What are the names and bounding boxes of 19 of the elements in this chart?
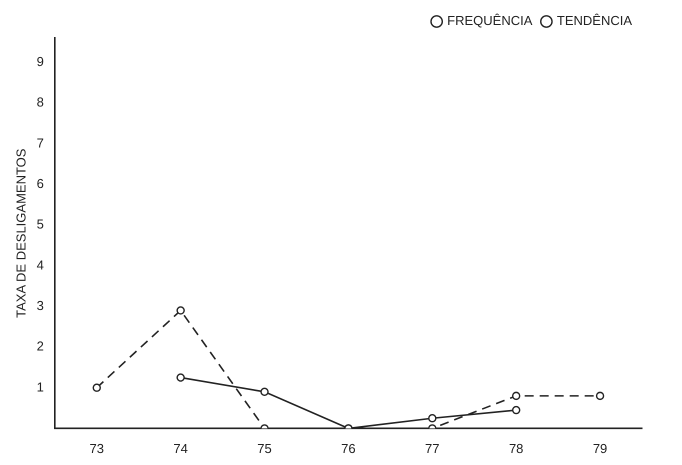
x-tick-label: 76 [341, 440, 356, 456]
x-tick-label: 78 [508, 440, 524, 456]
y-tick-label: 2 [36, 338, 44, 354]
y-tick-label: 3 [36, 298, 44, 313]
x-tick-label: 79 [592, 440, 608, 456]
y-tick-label: 7 [36, 135, 44, 150]
legend-label: TENDÊNCIA [556, 13, 632, 28]
y-tick-label: 6 [36, 176, 44, 191]
y-axis-title: TAXA DE DESLIGAMENTOS [13, 148, 28, 318]
y-tick-label: 9 [36, 54, 44, 69]
y-tick-label: 8 [36, 94, 44, 110]
legend-label: FREQUÊNCIA [447, 13, 533, 28]
x-tick-label: 73 [90, 440, 104, 456]
x-tick-label: 75 [257, 440, 272, 456]
x-tick-label: 74 [173, 440, 188, 456]
y-tick-label: 4 [36, 257, 44, 272]
y-tick-label: 5 [36, 216, 44, 232]
x-tick-label: 77 [425, 440, 440, 456]
y-tick-label: 1 [36, 379, 44, 394]
